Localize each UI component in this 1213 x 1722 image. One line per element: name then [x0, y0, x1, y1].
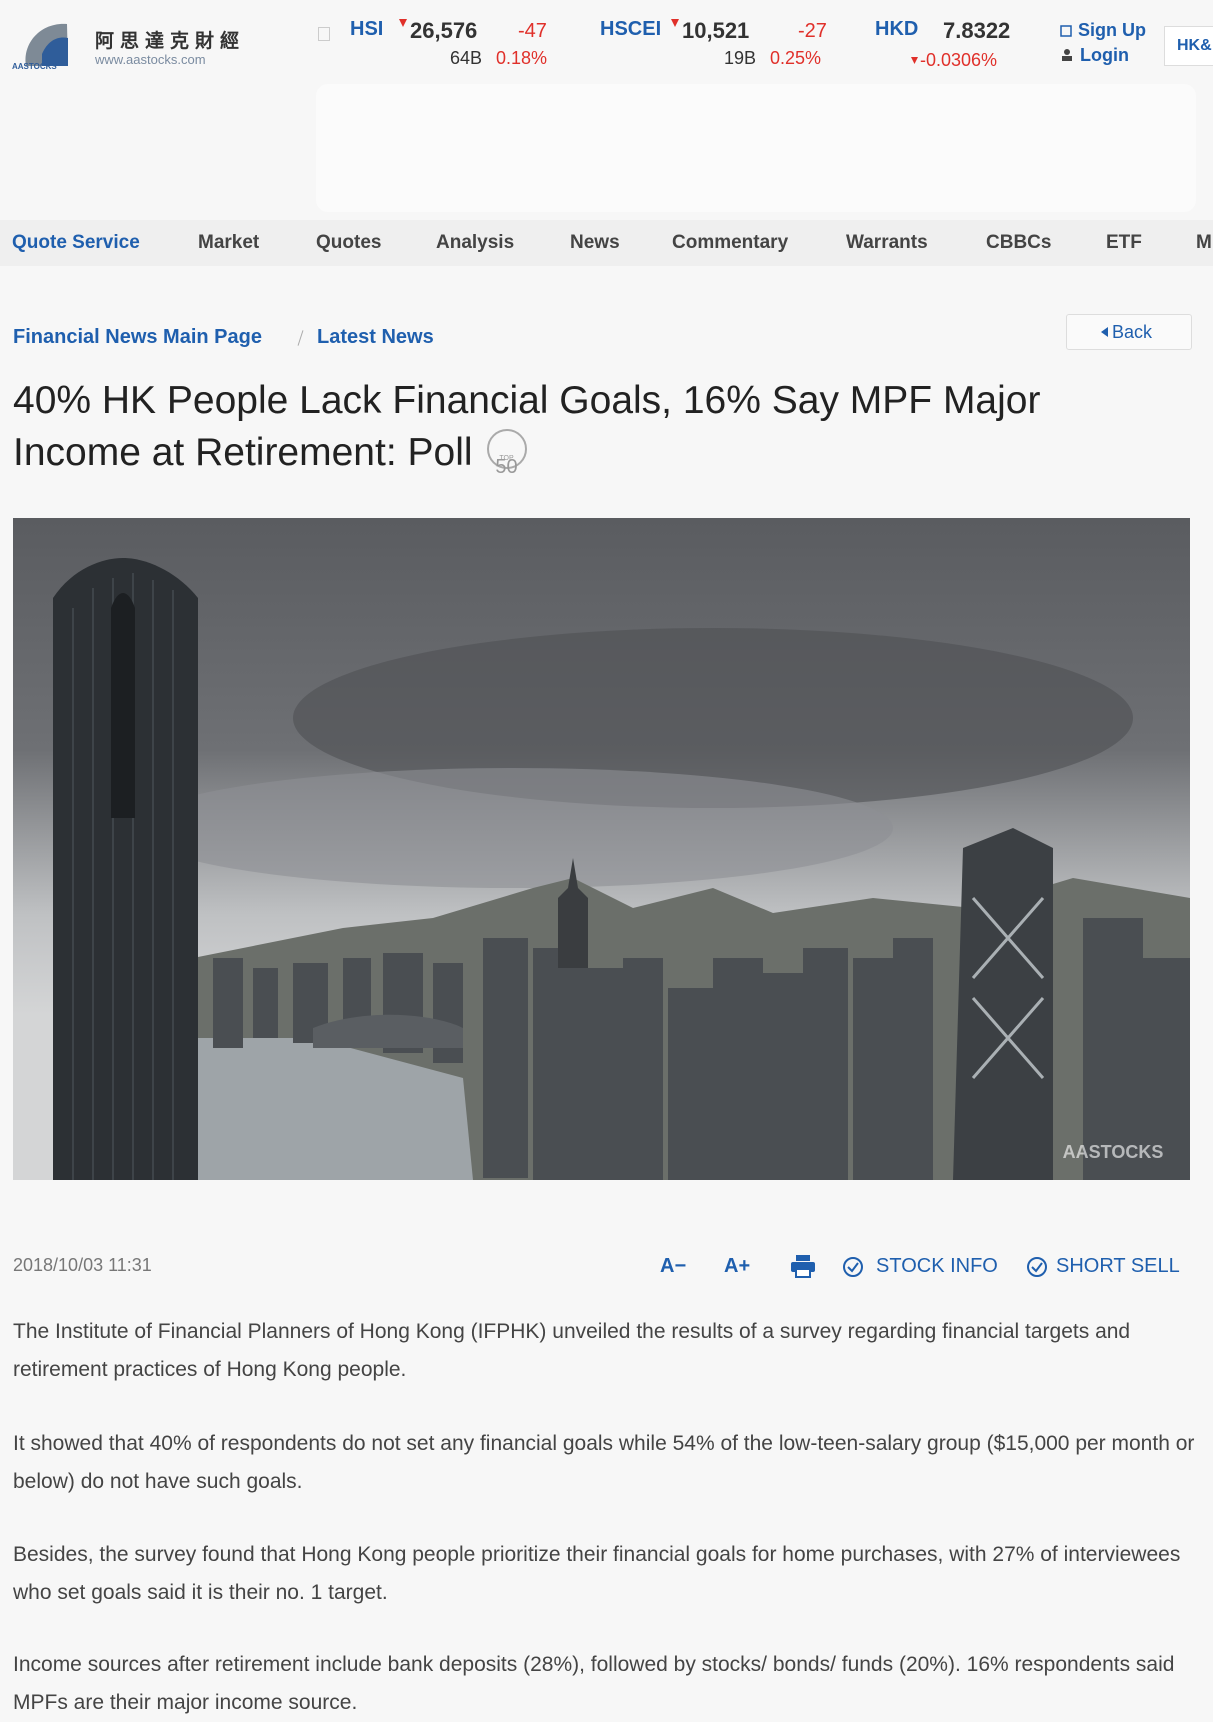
- ticker-name[interactable]: HSCEI: [600, 18, 662, 40]
- breadcrumb-link[interactable]: Financial News Main Page: [13, 326, 262, 348]
- login-link[interactable]: Login: [1080, 45, 1129, 65]
- ticker-pct: 0.18%: [496, 48, 548, 68]
- ad-placeholder: [316, 84, 1196, 212]
- short-sell-link[interactable]: SHORT SELL: [1056, 1255, 1180, 1277]
- font-smaller[interactable]: A−: [660, 1255, 687, 1277]
- paragraph: Income sources after retirement include …: [13, 1653, 1175, 1714]
- paragraph: The Institute of Financial Planners of H…: [13, 1320, 1131, 1381]
- nav-item[interactable]: Commentary: [672, 232, 789, 253]
- lang-button[interactable]: HK&: [1164, 26, 1213, 66]
- ticker-pct: -0.0306%: [920, 50, 998, 70]
- separator: [297, 330, 304, 346]
- check-icon: [1027, 1257, 1047, 1277]
- nav-item[interactable]: Quotes: [316, 232, 382, 253]
- back-label: Back: [1112, 322, 1153, 342]
- ticker-turnover: 64B: [450, 48, 483, 68]
- stock-info-link[interactable]: STOCK INFO: [876, 1255, 998, 1277]
- title-text: 40% HK People Lack Financial Goals, 16% …: [13, 379, 1041, 474]
- image-watermark: AASTOCKS: [1063, 1142, 1164, 1162]
- check-icon: [843, 1257, 863, 1277]
- ticker-value: 10,521: [682, 18, 750, 43]
- nav-item[interactable]: News: [570, 232, 620, 253]
- font-larger[interactable]: A+: [724, 1255, 751, 1277]
- paragraph: It showed that 40% of respondents do not…: [13, 1432, 1195, 1493]
- nav-item[interactable]: Analysis: [436, 232, 515, 253]
- down-arrow: [671, 19, 679, 27]
- back-button[interactable]: Back: [1066, 314, 1192, 350]
- badge-num: 50: [495, 456, 518, 478]
- ticker-pct: 0.25%: [770, 48, 822, 68]
- ticker-value: 26,576: [410, 18, 478, 43]
- down-arrow: [399, 19, 407, 27]
- logo-icon: [25, 23, 68, 66]
- article-date: 2018/10/03 11:31: [13, 1255, 152, 1275]
- print-icon[interactable]: [790, 1254, 816, 1278]
- nav-item[interactable]: Warrants: [846, 232, 928, 253]
- back-icon: [1101, 327, 1108, 337]
- article-title: 40% HK People Lack Financial Goals, 16% …: [13, 375, 1133, 479]
- login-icon: [1062, 49, 1072, 61]
- sign-up-link[interactable]: Sign Up: [1078, 20, 1146, 40]
- badge-top: TOP: [499, 455, 514, 462]
- icon: [318, 27, 330, 41]
- logo-brand: AASTOCKS: [12, 62, 57, 71]
- top50-badge: TOP 50: [486, 429, 527, 478]
- ticker-name[interactable]: HKD: [875, 18, 919, 40]
- nav-item[interactable]: CBBCs: [986, 232, 1052, 253]
- ticker-value: 7.8322: [943, 18, 1011, 43]
- nav-item[interactable]: Market: [198, 232, 260, 253]
- nav-item[interactable]: Quote Service: [12, 232, 140, 253]
- lang-label: HK&: [1177, 37, 1212, 54]
- ticker-change: -27: [798, 20, 827, 42]
- article-image: AASTOCKS: [13, 518, 1190, 1180]
- nav-item[interactable]: ETF: [1106, 232, 1142, 253]
- down-arrow: [911, 57, 918, 64]
- paragraph: Besides, the survey found that Hong Kong…: [13, 1543, 1181, 1604]
- logo-cn: 阿思達克財經: [95, 31, 246, 52]
- ticker-turnover: 19B: [724, 48, 757, 68]
- ticker-name[interactable]: HSI: [350, 18, 384, 40]
- nav-bar: Quote Service Market Quotes Analysis New…: [0, 220, 1213, 266]
- sign-up-icon: [1060, 25, 1072, 37]
- ticker-change: -47: [518, 20, 547, 42]
- breadcrumb-link[interactable]: Latest News: [317, 326, 434, 348]
- nav-item[interactable]: M: [1196, 232, 1212, 253]
- logo-url: www.aastocks.com: [95, 52, 206, 67]
